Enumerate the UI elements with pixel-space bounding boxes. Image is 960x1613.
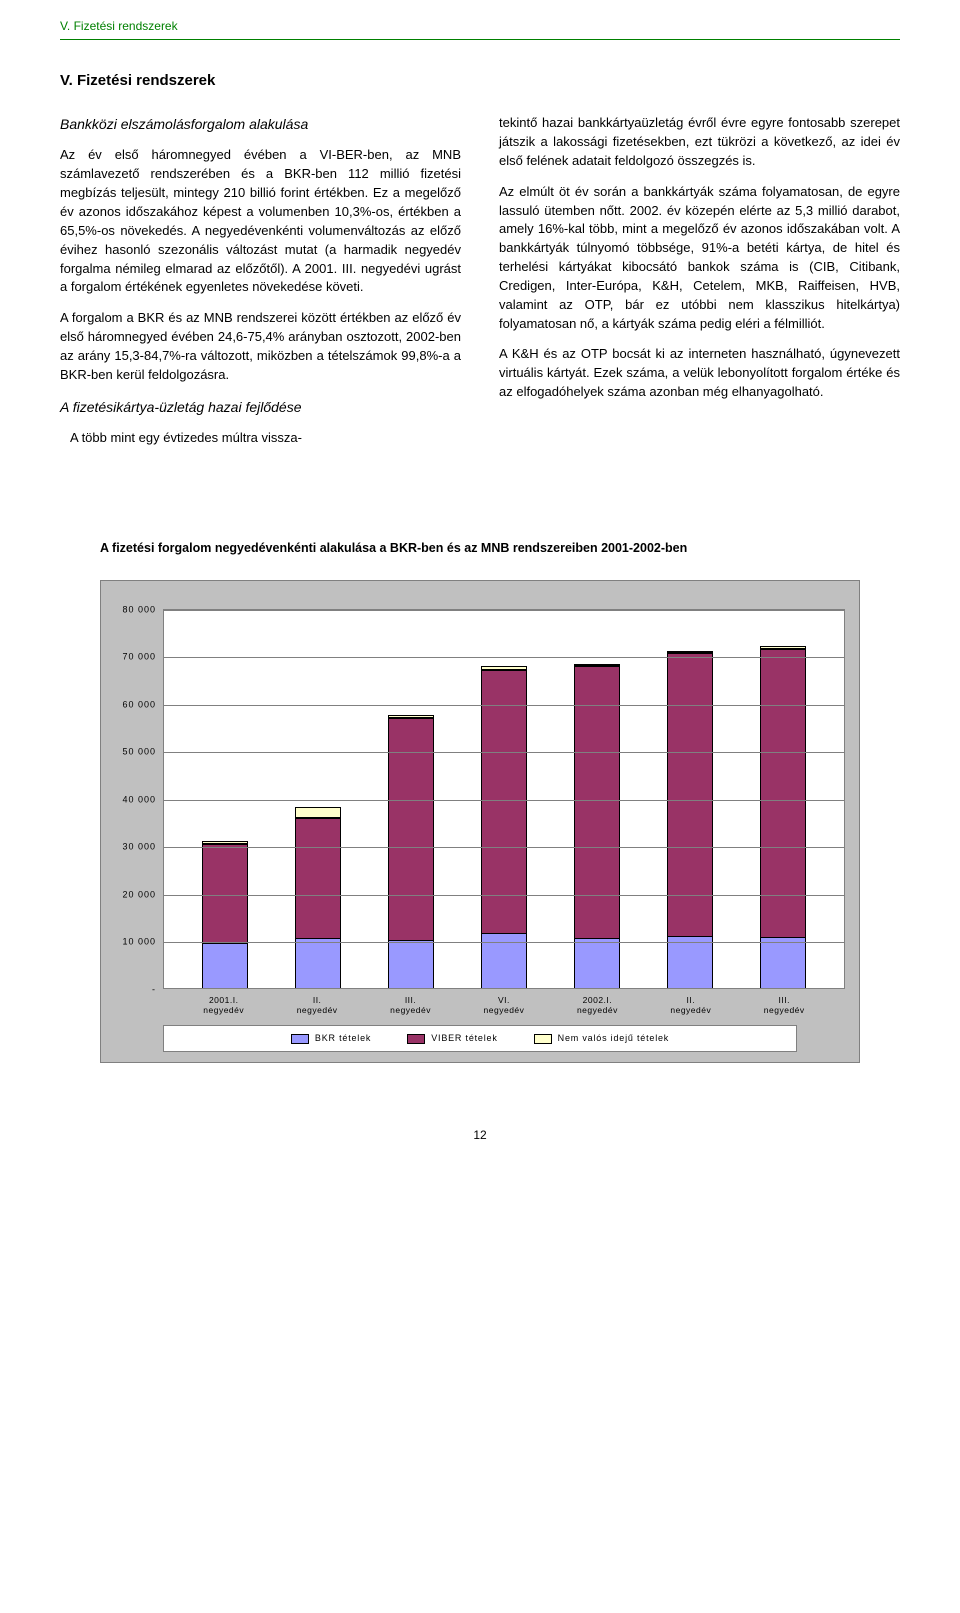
chart-ytick-label: 50 000 [122, 746, 164, 759]
left-p3: A több mint egy évtizedes múltra vissza- [60, 429, 461, 448]
subtitle-2: A fizetésikártya-üzletág hazai fejlődése [60, 397, 461, 417]
chart-gridline [164, 847, 844, 848]
legend-label: Nem valós idejű tételek [558, 1032, 669, 1045]
right-p2: Az elmúlt öt év során a bankkártyák szám… [499, 183, 900, 334]
chart-ytick-label: 40 000 [122, 793, 164, 806]
chart-bars [164, 610, 844, 988]
chart-bar-segment [481, 670, 527, 934]
chart-bar-segment [388, 940, 434, 988]
chart-gridline [164, 657, 844, 658]
chart-bar-segment [667, 936, 713, 988]
chart-gridline [164, 705, 844, 706]
chart-xtick-label: III. negyedév [388, 995, 434, 1015]
chart-ytick-label: 10 000 [122, 936, 164, 949]
chart-legend: BKR tételek VIBER tételek Nem valós idejű … [163, 1025, 797, 1052]
section-title: V. Fizetési rendszerek [60, 70, 900, 92]
legend-swatch-icon [534, 1034, 552, 1044]
page-header: V. Fizetési rendszerek [60, 18, 900, 40]
chart-gridline [164, 800, 844, 801]
chart-bar-segment [202, 844, 248, 943]
chart-bar-segment [760, 649, 806, 936]
chart-bar-segment [295, 818, 341, 938]
chart-bar-segment [574, 938, 620, 988]
chart-bar [388, 715, 434, 988]
subtitle-1: Bankközi elszámolásforgalom alakulása [60, 114, 461, 134]
chart-gridline [164, 752, 844, 753]
legend-swatch-icon [407, 1034, 425, 1044]
chart-gridline [164, 942, 844, 943]
chart-ytick-label: 30 000 [122, 841, 164, 854]
chart-bar [760, 646, 806, 988]
left-p2: A forgalom a BKR és az MNB rendszerei kö… [60, 309, 461, 384]
left-column: Bankközi elszámolásforgalom alakulása Az… [60, 114, 461, 460]
legend-label: VIBER tételek [431, 1032, 497, 1045]
chart-gridline [164, 610, 844, 611]
chart-bar-segment [202, 943, 248, 988]
chart-bar-segment [388, 718, 434, 939]
chart-xtick-label: II. negyedév [668, 995, 714, 1015]
chart-panel: milliárd Ft -10 00020 00030 00040 00050 … [100, 580, 860, 1063]
chart-bar [202, 841, 248, 988]
right-p3: A K&H és az OTP bocsát ki az interneten … [499, 345, 900, 402]
chart-bar-segment [574, 666, 620, 938]
chart-xtick-label: 2002.I.negyedév [574, 995, 620, 1015]
chart-xtick-label: II. negyedév [294, 995, 340, 1015]
legend-label: BKR tételek [315, 1032, 371, 1045]
chart-bar [574, 664, 620, 988]
chart-ytick-label: 20 000 [122, 888, 164, 901]
chart-xtick-label: 2001.I.negyedév [201, 995, 247, 1015]
chart-bar-segment [667, 653, 713, 936]
legend-swatch-icon [291, 1034, 309, 1044]
chart-bar-segment [295, 807, 341, 818]
chart-title: A fizetési forgalom negyedévenkénti alak… [100, 540, 860, 556]
chart-container: A fizetési forgalom negyedévenkénti alak… [60, 530, 900, 1074]
chart-bar-segment [760, 937, 806, 988]
chart-bar [667, 651, 713, 988]
chart-legend-item: BKR tételek [291, 1032, 371, 1045]
chart-x-axis: 2001.I.negyedév II. negyedév III. negyedév… [163, 989, 845, 1015]
chart-ytick-label: 60 000 [122, 698, 164, 711]
chart-bar-segment [295, 938, 341, 988]
chart-ytick-label: 70 000 [122, 651, 164, 664]
left-p1: Az év első háromnegyed évében a VI-BER-b… [60, 146, 461, 297]
chart-xtick-label: III. negyedév [761, 995, 807, 1015]
chart-legend-item: VIBER tételek [407, 1032, 497, 1045]
page-number: 12 [60, 1127, 900, 1144]
chart-plot-area: -10 00020 00030 00040 00050 00060 00070 … [163, 609, 845, 989]
chart-ytick-label: 80 000 [122, 603, 164, 616]
right-p1: tekintő hazai bankkártyaüzletág évről év… [499, 114, 900, 171]
chart-bar [481, 666, 527, 988]
chart-xtick-label: VI. negyedév [481, 995, 527, 1015]
chart-legend-item: Nem valós idejű tételek [534, 1032, 669, 1045]
body-columns: Bankközi elszámolásforgalom alakulása Az… [60, 114, 900, 460]
right-column: tekintő hazai bankkártyaüzletág évről év… [499, 114, 900, 460]
chart-bar [295, 807, 341, 987]
chart-gridline [164, 895, 844, 896]
chart-ytick-label: - [152, 983, 164, 996]
